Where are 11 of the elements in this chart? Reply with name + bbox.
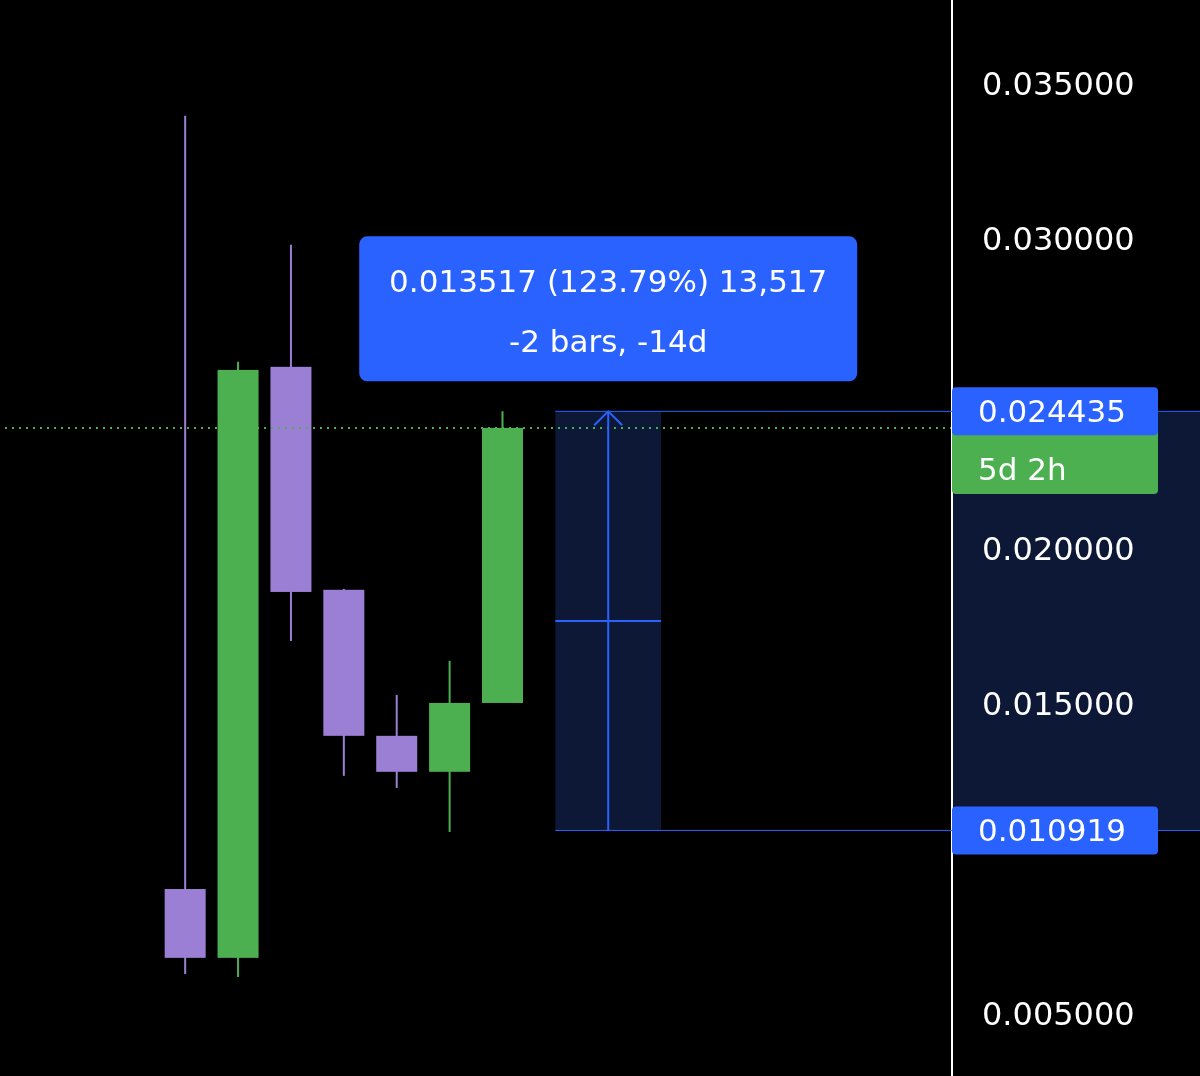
- ref-line-label: 0.024435: [978, 393, 1126, 430]
- y-tick-label: 0.030000: [982, 220, 1135, 259]
- annotation: -2 bars, -14d: [509, 323, 708, 360]
- ref-line-label: 0.010919: [978, 812, 1126, 849]
- ref-line-label: 5d 2h: [978, 450, 1067, 487]
- annotation: 0.013517 (123.79%) 13,517: [389, 263, 828, 300]
- y-tick-label: 0.035000: [982, 65, 1135, 104]
- y-tick-label: 0.020000: [982, 530, 1135, 569]
- y-tick-label: 0.005000: [982, 995, 1135, 1034]
- candlestick: [164, 114, 206, 975]
- y-tick-label: 0.015000: [982, 685, 1135, 724]
